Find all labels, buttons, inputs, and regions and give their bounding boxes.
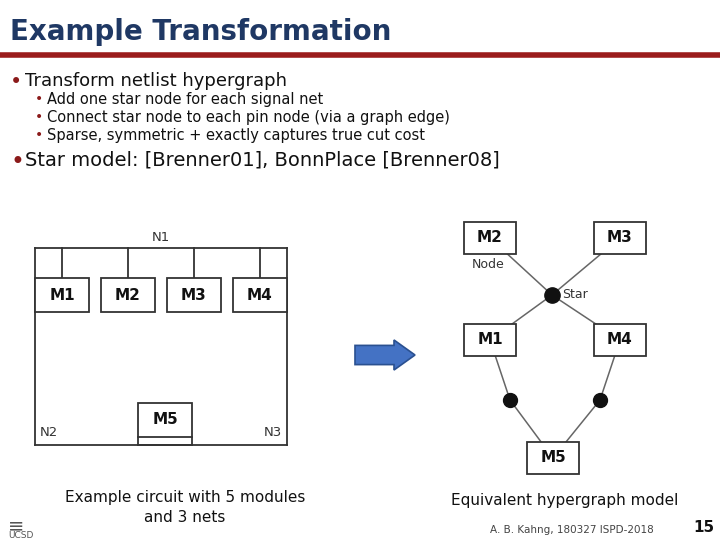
Text: •: • — [35, 92, 43, 106]
Text: •: • — [35, 110, 43, 124]
Text: •: • — [35, 128, 43, 142]
Text: M3: M3 — [607, 231, 633, 246]
Text: Star model: [Brenner01], BonnPlace [Brenner08]: Star model: [Brenner01], BonnPlace [Bren… — [25, 150, 500, 169]
FancyBboxPatch shape — [35, 278, 89, 312]
FancyBboxPatch shape — [464, 324, 516, 356]
Text: M2: M2 — [115, 287, 141, 302]
Text: Example circuit with 5 modules
and 3 nets: Example circuit with 5 modules and 3 net… — [65, 490, 305, 525]
Text: •: • — [10, 150, 24, 174]
Text: M5: M5 — [540, 450, 566, 465]
Text: Sparse, symmetric + exactly captures true cut cost: Sparse, symmetric + exactly captures tru… — [47, 128, 425, 143]
Text: M2: M2 — [477, 231, 503, 246]
Text: N1: N1 — [152, 231, 170, 244]
Text: UCSD: UCSD — [8, 531, 33, 540]
FancyBboxPatch shape — [594, 222, 646, 254]
Text: M1: M1 — [49, 287, 75, 302]
Text: 15: 15 — [693, 520, 714, 535]
Text: M4: M4 — [247, 287, 273, 302]
FancyBboxPatch shape — [233, 278, 287, 312]
Text: Star: Star — [562, 288, 588, 301]
Text: Example Transformation: Example Transformation — [10, 18, 392, 46]
Text: M5: M5 — [152, 413, 178, 428]
Text: Equivalent hypergraph model: Equivalent hypergraph model — [451, 493, 679, 508]
Text: Transform netlist hypergraph: Transform netlist hypergraph — [25, 72, 287, 90]
Text: A. B. Kahng, 180327 ISPD-2018: A. B. Kahng, 180327 ISPD-2018 — [490, 525, 654, 535]
Polygon shape — [355, 340, 415, 370]
FancyBboxPatch shape — [101, 278, 155, 312]
Text: •: • — [10, 72, 22, 92]
FancyBboxPatch shape — [527, 442, 579, 474]
FancyBboxPatch shape — [138, 403, 192, 437]
Text: N3: N3 — [264, 426, 282, 439]
Text: M4: M4 — [607, 333, 633, 348]
Text: Add one star node for each signal net: Add one star node for each signal net — [47, 92, 323, 107]
Text: ≡: ≡ — [8, 516, 24, 535]
Text: M1: M1 — [477, 333, 503, 348]
Text: Connect star node to each pin node (via a graph edge): Connect star node to each pin node (via … — [47, 110, 450, 125]
Text: Node: Node — [472, 258, 505, 271]
FancyBboxPatch shape — [167, 278, 221, 312]
FancyBboxPatch shape — [594, 324, 646, 356]
Text: M3: M3 — [181, 287, 207, 302]
FancyBboxPatch shape — [464, 222, 516, 254]
Text: N2: N2 — [40, 426, 58, 439]
